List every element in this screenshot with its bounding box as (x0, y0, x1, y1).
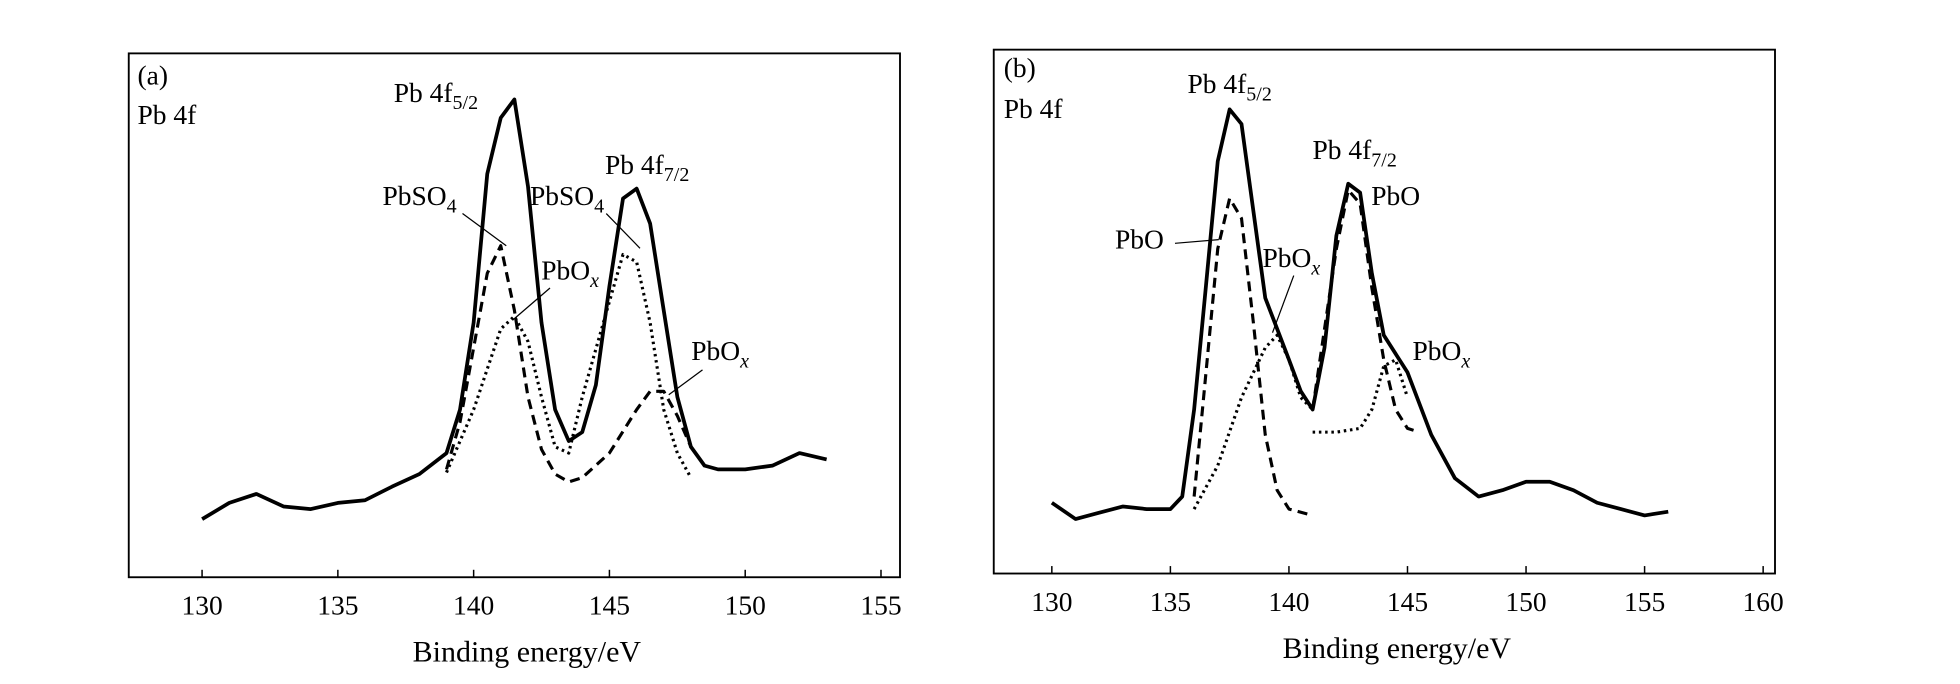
spectrum-line (201, 97, 828, 521)
annotation-text: PbO (1262, 243, 1311, 273)
x-tick-label: 155 (1624, 587, 1665, 617)
x-tick-label: 150 (1505, 587, 1546, 617)
annotation-subscript: x (739, 351, 749, 373)
annotation: PbO (1371, 181, 1420, 211)
leader-line (668, 369, 703, 396)
annotation-text: (a) (138, 60, 169, 90)
annotation: Pb 4f (1004, 94, 1064, 124)
spectrum-line (1050, 107, 1669, 521)
x-tick-label: 140 (453, 591, 494, 621)
annotation: PbSO4 (530, 181, 604, 217)
annotation-text: Pb 4f (394, 78, 454, 108)
x-tick-label: 135 (1150, 587, 1191, 617)
x-tick-label: 135 (317, 591, 358, 621)
spectrum-line (445, 252, 693, 479)
annotation-subscript: 7/2 (1371, 149, 1397, 171)
leader-line (1271, 275, 1295, 333)
x-tick-label: 130 (181, 591, 222, 621)
annotation-text: PbO (1371, 181, 1420, 211)
annotation: PbSO4 (383, 181, 457, 217)
x-tick-label: 150 (725, 591, 766, 621)
annotation: Pb 4f (138, 100, 198, 130)
annotation-text: PbO (1413, 336, 1462, 366)
x-tick-label: 160 (1743, 587, 1784, 617)
annotation-text: Pb 4f (1313, 135, 1373, 165)
x-axis-label: Binding energy/eV (413, 636, 642, 669)
leader-line (512, 287, 551, 321)
annotation-subscript: 5/2 (1246, 84, 1272, 106)
annotation-subscript: 4 (594, 195, 604, 217)
annotation-text: PbSO (530, 181, 594, 211)
annotation-subscript: 4 (447, 195, 457, 217)
annotation-text: Pb 4f (605, 150, 665, 180)
annotation: Pb 4f5/2 (394, 78, 478, 114)
plot-frame (127, 52, 901, 579)
leader-line (605, 213, 641, 249)
annotation: PbOx (1413, 336, 1471, 372)
spectrum-line (1312, 358, 1409, 434)
annotation-text: PbO (691, 336, 740, 366)
annotation: (b) (1004, 53, 1036, 83)
annotation-text: PbO (541, 255, 590, 285)
annotation-subscript: 7/2 (664, 164, 690, 186)
annotation-text: (b) (1004, 53, 1036, 83)
x-tick-label: 155 (860, 591, 901, 621)
annotation: PbOx (691, 336, 749, 372)
annotation-text: Pb 4f (1187, 69, 1247, 99)
x-tick-label: 145 (589, 591, 630, 621)
spectrum-line (1311, 188, 1420, 434)
annotation: Pb 4f7/2 (605, 150, 689, 186)
annotation-text: PbSO (383, 181, 447, 211)
annotation-text: Pb 4f (1004, 94, 1064, 124)
x-axis-label: Binding energy/eV (1283, 632, 1512, 665)
x-tick-label: 130 (1031, 587, 1072, 617)
annotation: Pb 4f5/2 (1187, 69, 1271, 105)
annotation: PbOx (1262, 243, 1320, 279)
annotation-text: PbO (1115, 224, 1164, 254)
spectrum-line (1192, 333, 1314, 510)
annotation-text: Pb 4f (138, 100, 198, 130)
annotation: PbO (1115, 224, 1164, 254)
annotation-subscript: x (589, 270, 599, 292)
plot-frame (992, 48, 1776, 575)
leader-line (462, 213, 507, 247)
spectrum-line (1192, 196, 1314, 517)
x-tick-label: 145 (1387, 587, 1428, 617)
annotation: (a) (138, 60, 169, 90)
annotation: PbOx (541, 255, 599, 291)
annotation: Pb 4f7/2 (1313, 135, 1397, 171)
annotation-subscript: x (1310, 257, 1320, 279)
annotation-subscript: x (1460, 351, 1470, 373)
annotation-subscript: 5/2 (453, 92, 479, 114)
leader-line (1174, 238, 1219, 244)
x-tick-label: 140 (1268, 587, 1309, 617)
